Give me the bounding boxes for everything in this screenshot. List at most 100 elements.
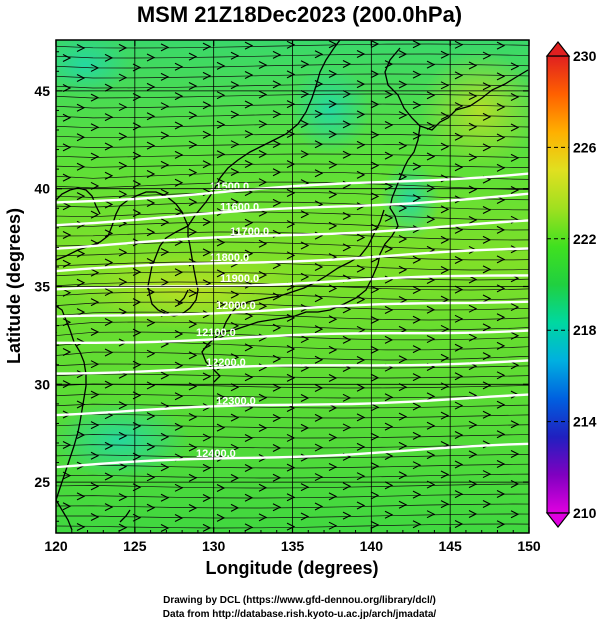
wind-arrow <box>314 443 324 452</box>
wind-arrow <box>482 500 492 508</box>
wind-arrow <box>230 474 240 482</box>
wind-arrow <box>426 451 436 460</box>
wind-arrow <box>440 470 450 479</box>
wind-arrow <box>188 168 198 177</box>
wind-arrow <box>384 422 394 431</box>
wind-arrow <box>230 383 240 392</box>
wind-arrow <box>174 150 184 159</box>
wind-arrow <box>412 520 422 529</box>
wind-arrow <box>188 351 198 360</box>
wind-arrow <box>300 241 310 250</box>
wind-arrow <box>244 463 254 472</box>
wind-arrow <box>188 443 198 452</box>
wind-arrow <box>468 215 478 224</box>
wind-arrow <box>440 324 450 333</box>
wind-arrow <box>146 503 156 512</box>
wind-arrow <box>56 127 58 129</box>
wind-arrow <box>356 355 366 364</box>
wind-arrow <box>146 473 156 482</box>
wind-arrow <box>244 493 254 502</box>
contour-label: 11800.0 <box>210 252 249 264</box>
wind-arrow <box>244 249 254 258</box>
wind-arrow <box>104 53 114 62</box>
wind-arrow <box>468 185 478 194</box>
wind-arrow <box>160 160 170 169</box>
y-tick-label: 40 <box>34 181 50 197</box>
wind-arrow <box>62 502 72 511</box>
wind-arrow <box>230 168 240 177</box>
wind-arrow <box>510 62 520 71</box>
wind-arrow <box>272 473 282 482</box>
wind-arrow <box>384 151 394 160</box>
wind-arrow <box>482 265 492 274</box>
wind-arrow <box>258 393 268 402</box>
wind-arrow <box>412 315 422 324</box>
wind-arrow <box>244 218 254 227</box>
wind-arrow <box>118 493 128 502</box>
wind-arrow <box>356 413 366 422</box>
wind-arrow <box>76 278 86 287</box>
wind-arrow <box>314 262 324 271</box>
wind-arrow <box>146 381 156 390</box>
wind-arrow <box>412 101 422 110</box>
wind-arrow <box>398 80 408 89</box>
wind-arrow <box>146 198 156 207</box>
wind-arrow <box>132 360 142 369</box>
wind-arrow <box>174 422 184 431</box>
wind-arrow <box>314 110 324 119</box>
x-tick-label: 145 <box>438 538 462 554</box>
wind-arrow <box>398 500 408 509</box>
wind-arrow <box>90 210 100 219</box>
wind-arrow <box>328 345 338 354</box>
y-tick-label: 45 <box>34 83 50 99</box>
wind-arrow <box>426 335 436 344</box>
wind-arrow <box>370 520 380 529</box>
wind-arrow <box>244 523 254 532</box>
wind-arrow <box>62 440 72 449</box>
wind-arrow <box>104 503 114 512</box>
wind-arrow <box>454 40 464 49</box>
wind-arrow <box>272 443 282 452</box>
wind-arrow <box>62 83 72 92</box>
wind-arrow <box>132 328 142 337</box>
wind-arrow <box>314 294 324 303</box>
wind-arrow <box>454 343 464 352</box>
wind-arrow <box>510 450 520 459</box>
wind-arrow <box>90 181 100 190</box>
wind-arrow <box>412 255 422 264</box>
wind-arrow <box>342 482 352 491</box>
wind-arrow <box>286 40 296 49</box>
wind-arrow <box>258 120 268 129</box>
wind-arrow <box>174 483 184 492</box>
wind-arrow <box>454 71 464 80</box>
wind-arrow <box>90 451 100 460</box>
colorbar-gradient <box>546 55 570 514</box>
wind-arrow <box>230 353 240 362</box>
wind-arrow <box>454 102 464 111</box>
wind-arrow <box>328 315 338 324</box>
wind-arrow <box>328 221 338 230</box>
wind-arrow <box>118 73 128 82</box>
wind-arrow <box>328 433 338 442</box>
wind-arrow <box>412 40 422 49</box>
wind-arrow <box>76 73 86 82</box>
wind-arrow <box>468 61 478 70</box>
wind-arrow <box>454 225 464 234</box>
wind-arrow <box>440 353 450 362</box>
wind-arrow <box>132 268 142 277</box>
wind-arrow <box>496 195 506 204</box>
wind-arrow <box>426 152 436 161</box>
wind-arrow <box>342 335 352 344</box>
wind-arrow <box>118 431 128 440</box>
wind-arrow <box>440 205 450 214</box>
wind-arrow <box>132 483 142 492</box>
wind-arrow <box>370 100 380 109</box>
wind-arrow <box>244 433 254 442</box>
wind-arrow <box>104 288 114 297</box>
wind-arrow <box>384 510 394 519</box>
wind-arrow <box>132 180 142 189</box>
wind-arrow <box>90 482 100 491</box>
wind-arrow <box>56 363 58 365</box>
wind-arrow <box>146 442 156 451</box>
wind-arrow <box>286 220 296 229</box>
